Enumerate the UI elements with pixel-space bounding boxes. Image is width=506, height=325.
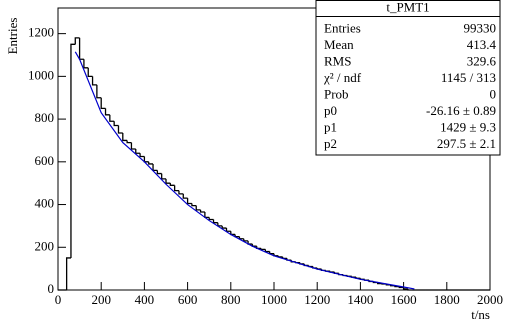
- histogram-bin: [178, 190, 184, 195]
- stats-label: Entries: [324, 20, 361, 35]
- stats-value: 1429 ± 9.3: [440, 119, 496, 134]
- histogram-bin: [260, 248, 266, 251]
- histogram-bin: [221, 225, 227, 229]
- histogram-bin: [212, 219, 218, 224]
- histogram-bin: [74, 37, 80, 45]
- x-tick-label: 2000: [477, 292, 503, 307]
- histogram-bin: [122, 132, 128, 142]
- x-tick-label: 1400: [347, 292, 373, 307]
- histogram-bin: [398, 286, 404, 289]
- stats-label: χ² / ndf: [323, 70, 362, 85]
- y-tick-label: 600: [35, 153, 55, 168]
- histogram-bin: [243, 238, 249, 242]
- y-tick-label: 0: [48, 281, 55, 296]
- histogram-bin: [165, 178, 171, 184]
- histogram-bin: [269, 251, 274, 255]
- stats-value: 99330: [464, 20, 497, 35]
- stats-box: [315, 0, 501, 156]
- histogram-bin: [264, 249, 270, 253]
- histogram-bin: [169, 183, 175, 186]
- histogram-bin: [407, 288, 413, 291]
- histogram-bin: [217, 222, 223, 227]
- stats-value: 329.6: [467, 53, 497, 68]
- histogram-bin: [402, 287, 408, 290]
- histogram-bin: [161, 173, 166, 180]
- x-tick-label: 800: [221, 292, 241, 307]
- fit-curve: [74, 51, 415, 290]
- stats-title: t_PMT1: [386, 0, 429, 14]
- histogram-bin: [204, 212, 210, 219]
- stats-value: 0: [490, 86, 497, 101]
- histogram-bin: [96, 84, 102, 99]
- histogram-bin: [91, 76, 97, 86]
- histogram-bin: [104, 108, 110, 116]
- x-tick-label: 600: [178, 292, 198, 307]
- y-tick-label: 800: [35, 110, 55, 125]
- stats-label: Prob: [324, 86, 349, 101]
- stats-value: -26.16 ± 0.89: [426, 103, 496, 118]
- stats-value: 1145 / 313: [441, 70, 496, 85]
- histogram-bin: [113, 121, 119, 127]
- histogram-bin: [109, 114, 115, 122]
- y-tick-label: 200: [35, 238, 55, 253]
- stats-label: p1: [324, 119, 337, 134]
- histogram-bin: [156, 170, 162, 175]
- histogram-bin: [182, 193, 188, 199]
- histogram-bin: [208, 217, 214, 221]
- x-tick-label: 1800: [434, 292, 460, 307]
- x-tick-label: 1600: [391, 292, 417, 307]
- histogram-bin: [234, 234, 240, 238]
- histogram-bin: [135, 149, 141, 154]
- x-axis-label: t/ns: [471, 307, 490, 322]
- histogram-bin: [100, 97, 106, 110]
- y-tick-label: 1000: [28, 67, 54, 82]
- stats-label: RMS: [324, 53, 351, 68]
- x-tick-label: 1200: [304, 292, 330, 307]
- histogram-bin: [225, 228, 231, 232]
- histogram-bin: [70, 43, 76, 258]
- histogram-bin: [195, 205, 201, 211]
- histogram-bin: [126, 140, 132, 144]
- stats-value: 413.4: [467, 37, 497, 52]
- stats-label: p0: [324, 103, 337, 118]
- histogram-bin: [152, 163, 158, 172]
- x-tick-label: 0: [55, 292, 62, 307]
- histogram-bin: [230, 231, 236, 236]
- y-axis-label: Entries: [5, 18, 20, 55]
- histogram-bin: [191, 203, 197, 207]
- stats-label: p2: [324, 136, 337, 151]
- histogram-bin: [199, 209, 205, 213]
- histogram-bin: [130, 142, 136, 150]
- histogram-bin: [83, 59, 89, 69]
- histogram-bin: [143, 156, 149, 163]
- y-tick-label: 400: [35, 196, 55, 211]
- histogram-bin: [65, 257, 71, 290]
- histogram-bin: [186, 198, 192, 205]
- x-tick-label: 200: [91, 292, 111, 307]
- x-tick-label: 1000: [261, 292, 287, 307]
- histogram-bin: [78, 37, 84, 60]
- histogram-bin: [148, 161, 154, 165]
- histogram-bin: [87, 67, 93, 78]
- x-tick-label: 400: [135, 292, 155, 307]
- histogram-bin: [173, 185, 179, 192]
- histogram-bin: [117, 125, 123, 134]
- histogram-bin: [238, 236, 244, 240]
- stats-label: Mean: [324, 37, 354, 52]
- stats-value: 297.5 ± 2.1: [437, 136, 496, 151]
- histogram-bin: [139, 153, 145, 158]
- y-tick-label: 1200: [28, 25, 54, 40]
